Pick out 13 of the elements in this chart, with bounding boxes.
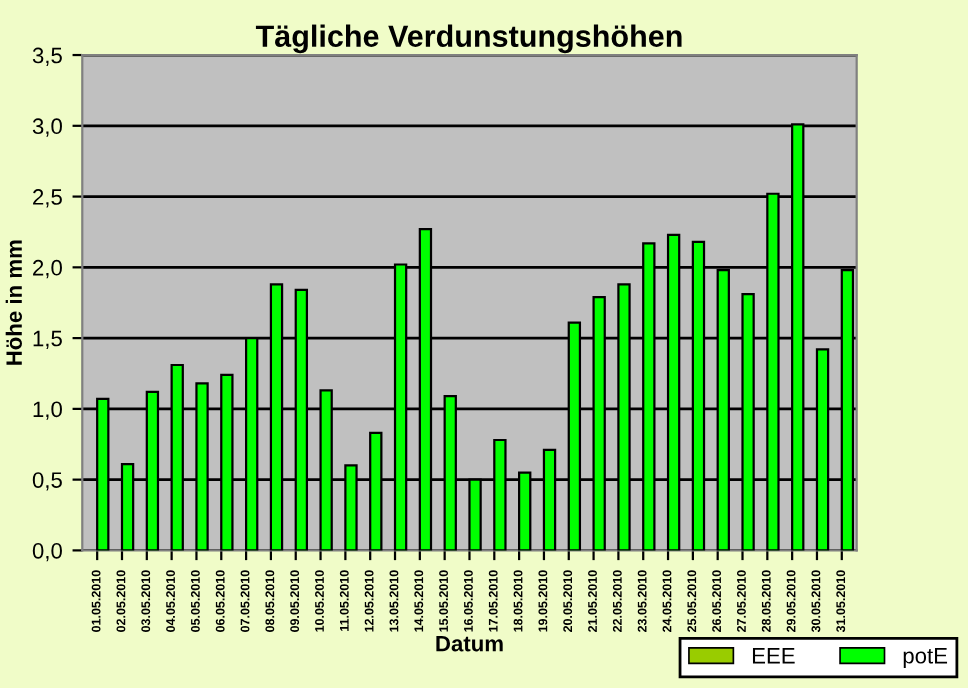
x-axis-title: Datum [436, 635, 503, 652]
y-tick-label: 2,0 [33, 259, 62, 279]
y-tick-label: 1,5 [33, 330, 62, 349]
y-tick-label: 3,0 [32, 118, 62, 137]
legend-label: EEE [752, 648, 795, 664]
legend-label: potE [903, 648, 948, 668]
chart-title: Tägliche Verdunstungshöhen [255, 24, 682, 54]
y-tick-label: 2,5 [33, 189, 62, 208]
y-tick-label: 1,0 [33, 401, 62, 420]
y-tick-label: 3,5 [32, 47, 62, 66]
y-tick-label: 0,0 [32, 542, 62, 562]
y-axis-title: Höhe in mm [5, 240, 22, 365]
y-tick-label: 0,5 [32, 472, 62, 491]
